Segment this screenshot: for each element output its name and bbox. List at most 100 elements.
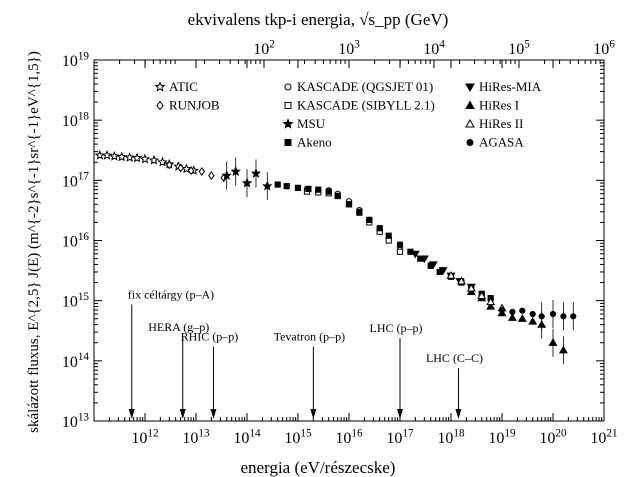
plot-frame <box>93 59 605 422</box>
y-tick-label: 1015 <box>62 291 90 311</box>
point-agasa <box>549 310 557 318</box>
point-agasa <box>538 313 545 320</box>
point-hires-mia <box>438 267 448 275</box>
y-tick-label: 1014 <box>62 351 90 371</box>
legend-marker <box>465 118 475 128</box>
series-hires-ii <box>446 271 507 312</box>
x-tick-label: 1016 <box>335 427 363 447</box>
point-hires-ii <box>466 283 476 292</box>
point-akeno <box>356 208 363 215</box>
point-agasa <box>560 313 567 320</box>
legend-label: MSU <box>297 116 326 131</box>
point-agasa <box>498 306 506 314</box>
point-atic <box>116 151 127 162</box>
point-hires-ii <box>446 271 456 279</box>
point-akeno <box>294 184 302 191</box>
data-points <box>94 150 577 365</box>
legend-entry: Akeno <box>284 135 332 150</box>
point-atic <box>131 152 143 163</box>
point-akeno <box>385 232 392 239</box>
point-msu <box>250 168 262 178</box>
annotation-label: HERA (g–p) <box>148 320 209 334</box>
legend-label: HiRes-MIA <box>479 79 542 94</box>
point-atic <box>139 153 151 164</box>
point-hires-ii <box>456 276 466 285</box>
annotation-arrow-head <box>210 409 217 419</box>
top-tick-label: 105 <box>508 38 530 58</box>
y-tick-label: 1019 <box>62 50 90 70</box>
legend-label: KASCADE (QGSJET 01) <box>297 79 433 94</box>
point-agasa <box>519 307 526 314</box>
annotation-label: Tevatron (p–p) <box>274 330 345 344</box>
series-atic <box>94 150 199 175</box>
point-hires-ii <box>486 297 496 306</box>
point-akeno <box>274 181 281 188</box>
top-tick-label: 103 <box>338 38 360 58</box>
legend-marker <box>156 100 164 111</box>
x-tick-label: 1013 <box>182 427 210 447</box>
legend-entry: KASCADE (SIBYLL 2.1) <box>284 98 435 113</box>
legend-marker <box>466 139 474 146</box>
legend-marker <box>465 100 475 109</box>
legend-label: HiRes I <box>479 98 519 113</box>
x-tick-label: 1014 <box>233 427 261 447</box>
point-runjob <box>166 160 173 170</box>
point-agasa <box>509 308 516 316</box>
x-tick-label: 1017 <box>386 427 414 447</box>
x-tick-label: 1012 <box>131 427 158 447</box>
annotation-arrow-head <box>179 409 186 419</box>
legend-label: AGASA <box>479 135 524 150</box>
legend-marker <box>284 83 292 91</box>
point-hires-ii <box>477 291 487 300</box>
point-akeno <box>325 188 332 195</box>
point-hires-i <box>558 345 568 354</box>
point-atic <box>148 154 160 165</box>
point-msu <box>241 177 253 188</box>
point-kascade-sibyll-2-1 <box>396 248 404 255</box>
x-tick-label: 1015 <box>284 427 312 447</box>
point-runjob <box>208 171 215 181</box>
legend-marker <box>284 102 292 109</box>
annotation-arrow-head <box>455 409 462 419</box>
top-tick-label: 102 <box>253 38 275 58</box>
annotation-label: fix céltárgy (p–A) <box>128 287 214 301</box>
point-atic <box>124 152 135 162</box>
collider-annotations: fix céltárgy (p–A) HERA (g–p)RHIC (p–p) Te… <box>128 287 483 419</box>
annotation-arrow-head <box>397 409 403 419</box>
legend-marker <box>282 118 294 129</box>
point-akeno <box>396 241 404 248</box>
point-akeno <box>345 201 353 208</box>
point-runjob <box>177 163 184 173</box>
point-agasa <box>529 310 536 318</box>
point-akeno <box>366 216 373 223</box>
legend-label: RUNJOB <box>169 98 220 113</box>
point-hires-mia <box>419 255 429 264</box>
annotation-label: RHIC (p–p) <box>181 330 239 344</box>
legend-marker <box>154 81 166 92</box>
point-msu <box>262 180 273 191</box>
series-hires-mia <box>410 250 476 292</box>
point-akeno <box>315 186 322 193</box>
point-hires-i <box>486 301 496 310</box>
legend: ATIC RUNJOB KASCADE (QGSJET 01) KASCADE (SI… <box>154 79 542 150</box>
point-msu <box>221 170 232 180</box>
y-tick-label: 1018 <box>62 110 90 130</box>
point-akeno <box>305 185 312 193</box>
legend-label: Akeno <box>297 135 332 150</box>
legend-entry: RUNJOB <box>156 98 220 113</box>
point-runjob <box>198 167 206 176</box>
point-atic <box>94 150 105 160</box>
series-kascade-sibyll-2-1 <box>303 188 404 255</box>
series-runjob <box>166 160 227 183</box>
legend-marker <box>465 83 475 93</box>
legend-label: ATIC <box>169 79 198 94</box>
x-tick-label: 1019 <box>488 427 516 447</box>
point-akeno <box>334 192 341 200</box>
legend-entry: KASCADE (QGSJET 01) <box>284 79 433 94</box>
x-tick-label: 1018 <box>437 427 465 447</box>
legend-entry: AGASA <box>466 135 524 150</box>
point-hires-i <box>507 313 517 321</box>
point-hires-i <box>528 316 538 325</box>
point-hires-i <box>548 338 558 346</box>
